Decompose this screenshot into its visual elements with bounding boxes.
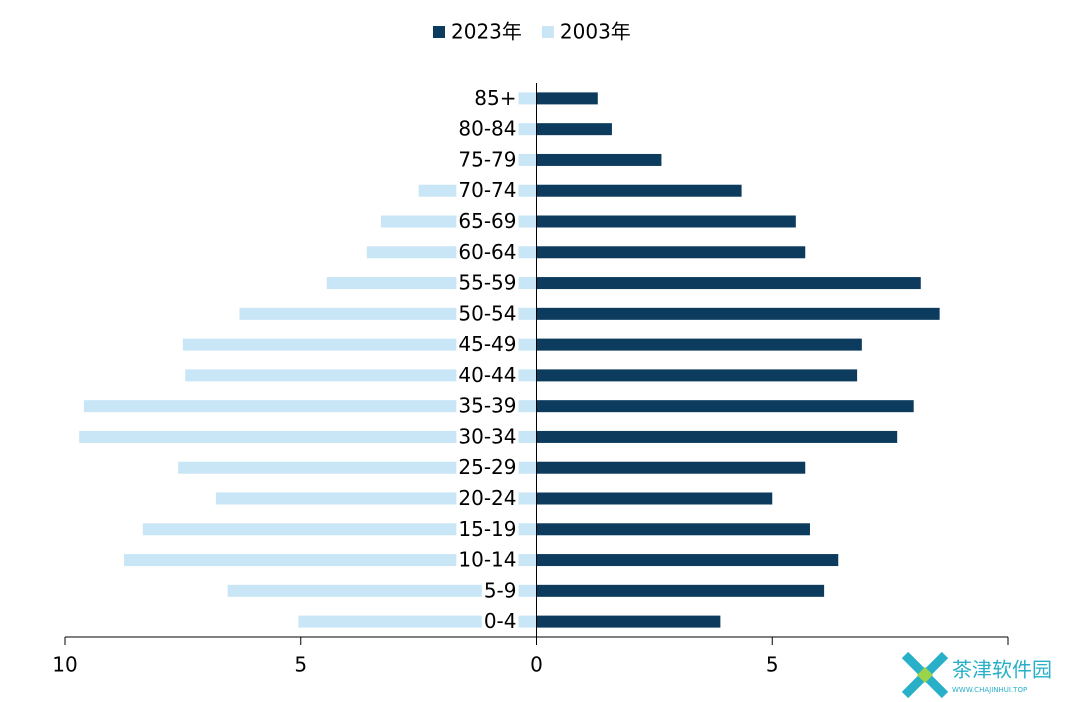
y-tick-label: 60-64 bbox=[458, 240, 516, 264]
label-background bbox=[456, 394, 519, 419]
bar bbox=[298, 615, 537, 628]
y-tick-label: 70-74 bbox=[458, 178, 516, 202]
bar bbox=[536, 92, 598, 105]
label-background bbox=[456, 271, 519, 296]
bar bbox=[536, 307, 940, 320]
y-tick-label: 75-79 bbox=[458, 147, 516, 171]
x-tick-label: 10 bbox=[52, 653, 77, 677]
bar bbox=[536, 615, 721, 628]
y-tick-label: 45-49 bbox=[458, 332, 516, 356]
label-background bbox=[456, 548, 519, 573]
bar bbox=[142, 523, 537, 536]
label-background bbox=[456, 486, 519, 511]
y-tick-label: 50-54 bbox=[458, 301, 516, 325]
legend-swatch bbox=[541, 26, 554, 38]
label-background bbox=[456, 209, 519, 234]
y-tick-label: 5-9 bbox=[484, 578, 517, 602]
bar bbox=[536, 246, 806, 259]
bar bbox=[536, 400, 914, 413]
bar bbox=[536, 492, 773, 505]
y-tick-label: 65-69 bbox=[458, 209, 516, 233]
bar bbox=[536, 461, 806, 474]
x-tick-label: 5 bbox=[294, 653, 307, 677]
y-tick-label: 55-59 bbox=[458, 271, 516, 295]
bar bbox=[215, 492, 537, 505]
label-background bbox=[481, 609, 519, 634]
legend-swatch bbox=[433, 26, 445, 38]
label-background bbox=[456, 517, 519, 542]
y-tick-label: 25-29 bbox=[458, 455, 516, 479]
label-background bbox=[456, 332, 519, 357]
bar bbox=[536, 584, 825, 597]
bar bbox=[517, 92, 537, 105]
bar bbox=[83, 400, 537, 413]
bar bbox=[536, 153, 662, 166]
legend: 2023年 2003年 bbox=[433, 20, 631, 44]
bar bbox=[536, 277, 921, 290]
label-background bbox=[456, 178, 519, 203]
y-tick-label: 40-44 bbox=[458, 363, 516, 387]
bar bbox=[185, 369, 537, 382]
watermark-icon bbox=[917, 667, 933, 683]
bar bbox=[536, 369, 858, 382]
bar bbox=[536, 215, 796, 228]
y-tick-label: 30-34 bbox=[458, 424, 516, 448]
bar bbox=[536, 338, 862, 351]
watermark-text: 茶津软件园 bbox=[952, 658, 1052, 682]
y-tick-label: 15-19 bbox=[458, 517, 516, 541]
watermark-url: WWW.CHAJINHUI.TOP bbox=[952, 686, 1027, 694]
label-background bbox=[456, 424, 519, 449]
label-background bbox=[456, 301, 519, 326]
label-background bbox=[456, 147, 519, 172]
bar bbox=[512, 153, 537, 166]
bar bbox=[123, 554, 537, 567]
bar bbox=[536, 523, 810, 536]
bar bbox=[515, 123, 537, 136]
y-tick-label: 0-4 bbox=[484, 609, 517, 633]
legend-label: 2003年 bbox=[560, 20, 631, 44]
label-background bbox=[456, 117, 519, 142]
y-tick-label: 35-39 bbox=[458, 394, 516, 418]
watermark: 茶津软件园 WWW.CHAJINHUI.TOP bbox=[901, 651, 1052, 699]
watermark-logo bbox=[901, 651, 949, 699]
bar bbox=[79, 430, 537, 443]
label-background bbox=[472, 86, 519, 111]
y-tick-label: 10-14 bbox=[458, 548, 516, 572]
label-background bbox=[481, 578, 519, 603]
bar bbox=[536, 123, 612, 136]
plot-area: 0-4 5-9 10-14 15-19 20-24 25-29 30-34 35-39 40-4… bbox=[52, 83, 1009, 677]
x-tick-label: 5 bbox=[766, 653, 779, 677]
bar bbox=[536, 184, 742, 197]
bar bbox=[227, 584, 537, 597]
x-tick-label: 0 bbox=[530, 653, 543, 677]
y-tick-label: 80-84 bbox=[458, 117, 516, 141]
bar bbox=[536, 554, 839, 567]
bar bbox=[178, 461, 537, 474]
y-tick-label: 20-24 bbox=[458, 486, 516, 510]
legend-label: 2023年 bbox=[451, 20, 522, 44]
bar bbox=[536, 430, 898, 443]
label-background bbox=[456, 455, 519, 480]
label-background bbox=[456, 240, 519, 265]
label-background bbox=[456, 363, 519, 388]
bar bbox=[182, 338, 537, 351]
y-tick-label: 85+ bbox=[474, 86, 516, 110]
